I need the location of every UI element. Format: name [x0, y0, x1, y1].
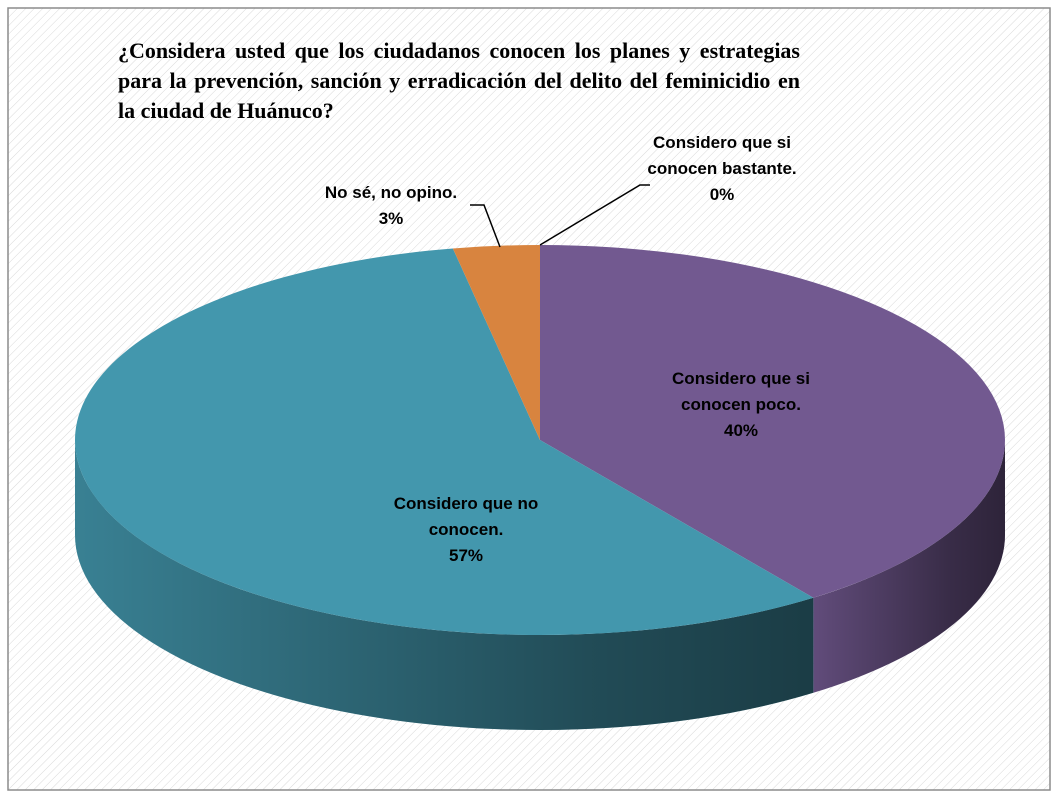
data-label: No sé, no opino. 3%	[291, 180, 491, 232]
slice-name: No sé, no opino.	[324, 183, 458, 202]
leader-line	[470, 204, 501, 248]
slice-name: Considero que no conocen.	[393, 494, 539, 539]
slice	[74, 248, 814, 635]
data-label: Considero que si conocen poco. 40%	[646, 366, 836, 444]
slice	[540, 245, 1005, 598]
slice-value: 0%	[709, 185, 735, 204]
pie	[74, 245, 1005, 731]
leader-line	[539, 184, 650, 246]
data-label: Considero que si conocen bastante. 0%	[647, 130, 797, 208]
slice-value: 40%	[723, 421, 759, 440]
slice-name: Considero que si conocen poco.	[672, 369, 810, 414]
chart-title: ¿Considera usted que los ciudadanos cono…	[118, 38, 800, 123]
slice-side-shade	[813, 440, 1005, 693]
data-label: Considero que no conocen. 57%	[361, 491, 571, 569]
slice-side-shade	[74, 440, 814, 731]
slice-name: Considero que si conocen bastante.	[647, 133, 797, 178]
slice	[452, 245, 540, 440]
slice-value: 3%	[378, 209, 404, 228]
slice-value: 57%	[448, 546, 484, 565]
